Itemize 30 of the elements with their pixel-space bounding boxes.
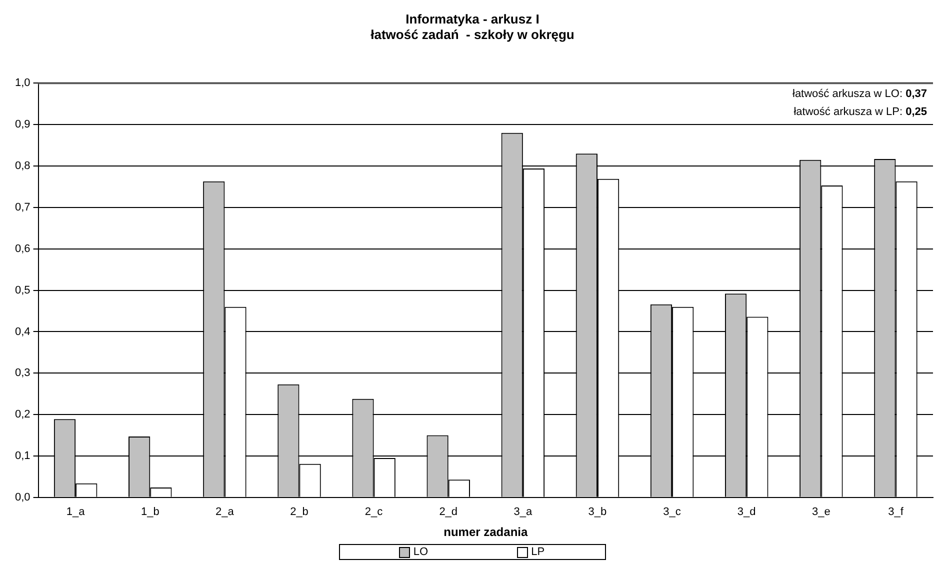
y-tick-label: 0,4 (14, 326, 30, 338)
y-tick-label: 0,8 (14, 160, 30, 172)
x-tick-label: 2_d (439, 506, 458, 518)
legend-label: LO (413, 546, 428, 558)
chart-subtitle: łatwość zadań - szkoły w okręgu (370, 26, 574, 42)
x-tick-label: 3_a (514, 506, 533, 518)
y-tick-label: 0,9 (14, 118, 30, 131)
x-tick-label: 2_c (364, 506, 384, 518)
x-tick-label: 3_f (888, 506, 904, 518)
x-axis-title: numer zadania (444, 525, 528, 540)
y-tick-label: 0,6 (14, 242, 30, 255)
x-tick-label: 3_b (588, 506, 607, 518)
x-tick-label: 3_d (737, 506, 756, 518)
x-tick-label: 1_b (140, 506, 160, 518)
x-tick-label: 2_a (216, 506, 235, 518)
x-tick-label: 3_e (812, 506, 830, 518)
y-tick-label: 0,3 (14, 367, 30, 380)
y-tick-label: 1,0 (14, 77, 30, 90)
annotation: łatwość arkusza w LP: 0,25 (794, 106, 928, 118)
x-tick-label: 3_c (663, 506, 682, 518)
legend-label: LP (531, 546, 545, 558)
annotation: łatwość arkusza w LO: 0,37 (792, 88, 928, 100)
y-tick-label: 0,1 (14, 450, 30, 462)
y-tick-label: 0,7 (14, 201, 30, 214)
y-tick-label: 0,0 (14, 491, 30, 504)
chart-title: Informatyka - arkusz I (406, 11, 540, 26)
x-tick-label: 1_a (66, 506, 86, 518)
y-tick-label: 0,2 (14, 408, 30, 421)
x-tick-label: 2_b (290, 506, 308, 518)
y-tick-label: 0,5 (14, 284, 30, 296)
